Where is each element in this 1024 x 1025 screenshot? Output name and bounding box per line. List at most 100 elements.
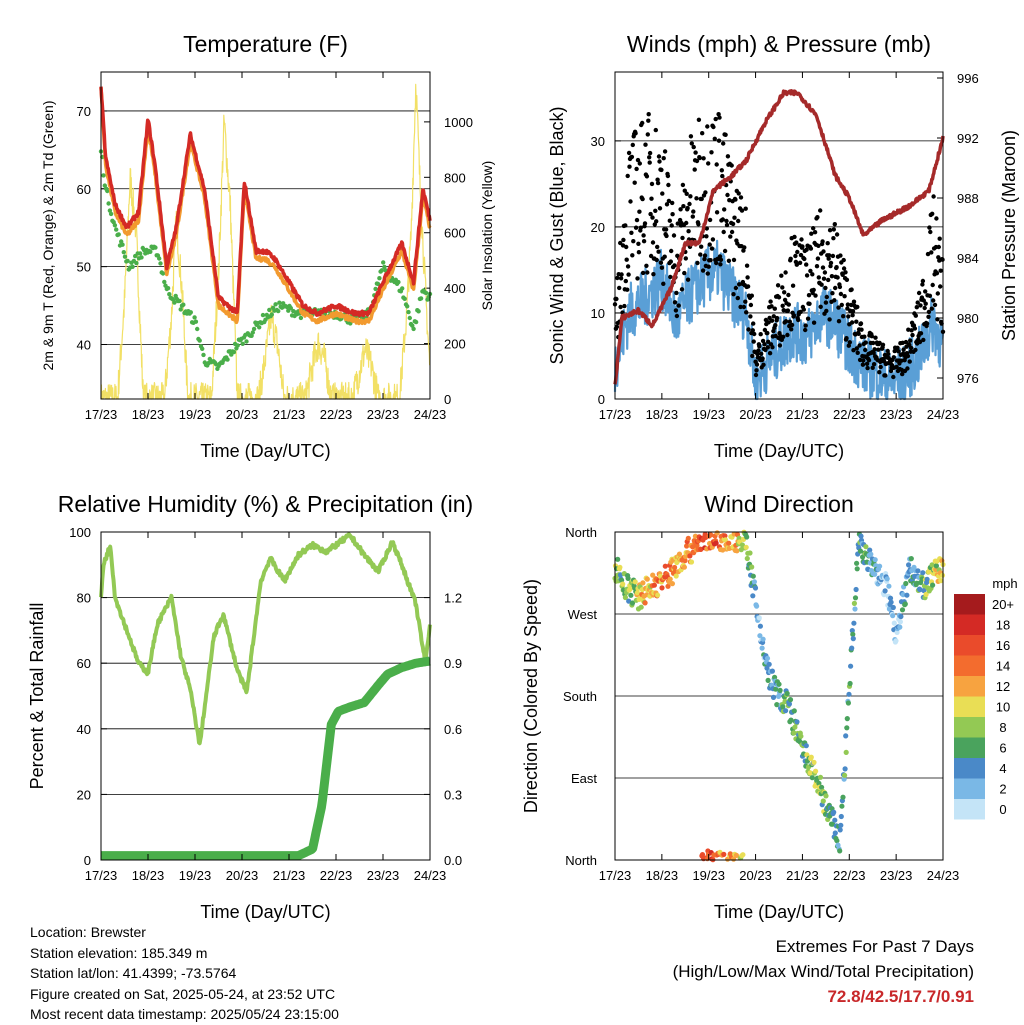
x-tick-label: 20/23 (739, 407, 772, 422)
gust-point (860, 362, 866, 367)
gust-point (705, 271, 710, 276)
direction-point (736, 535, 742, 541)
x-tick-label: 22/23 (320, 407, 353, 422)
gust-point (648, 253, 654, 259)
dewpoint-point (379, 268, 385, 273)
gust-point (886, 351, 891, 357)
gust-point (685, 277, 691, 282)
direction-point (858, 533, 864, 539)
legend-label: 18 (996, 618, 1010, 633)
gust-point (843, 270, 848, 275)
direction-point (620, 581, 626, 587)
gust-point (811, 226, 816, 231)
gust-point (800, 244, 805, 249)
gust-point (849, 320, 855, 325)
direction-point (627, 586, 633, 592)
gust-point (669, 248, 674, 254)
gust-point (650, 240, 656, 245)
direction-point (813, 768, 819, 774)
gust-point (615, 275, 620, 281)
direction-point (760, 636, 766, 642)
direction-point (854, 566, 860, 572)
gust-point (731, 257, 737, 263)
gust-point (634, 217, 640, 223)
dewpoint-point (382, 264, 387, 270)
gust-point (938, 268, 943, 273)
gust-point (819, 282, 824, 287)
precip-line (97, 656, 434, 861)
gust-point (755, 351, 760, 357)
direction-point (669, 581, 676, 587)
direction-point (684, 543, 690, 549)
gust-point (824, 308, 829, 314)
y2-tick-label: 600 (444, 226, 466, 241)
gust-point (774, 315, 780, 321)
direction-point (903, 580, 909, 587)
gust-point (700, 268, 706, 273)
direction-point (844, 725, 850, 731)
direction-point (754, 603, 760, 609)
gust-point (695, 260, 700, 266)
gust-point (745, 275, 750, 280)
direction-point (764, 655, 771, 661)
gust-point (694, 196, 699, 201)
direction-point (632, 579, 638, 585)
legend-label: 6 (999, 741, 1006, 756)
direction-point (890, 613, 896, 619)
gust-point (909, 328, 914, 333)
direction-point (854, 560, 860, 566)
dewpoint-point (249, 333, 254, 338)
gust-point (821, 276, 827, 281)
gust-point (730, 221, 736, 227)
y2-tick-label: 1.2 (444, 591, 462, 606)
gust-point (824, 294, 829, 300)
gust-point (830, 291, 835, 296)
gust-point (803, 327, 808, 333)
x-axis-label: Time (Day/UTC) (714, 441, 844, 461)
direction-point (842, 766, 848, 772)
wind-line (613, 239, 945, 401)
gust-point (724, 222, 730, 228)
gust-point (646, 112, 651, 117)
x-tick-label: 22/23 (833, 407, 866, 422)
y2-tick-label: 0.0 (444, 853, 462, 868)
gust-point (630, 253, 635, 258)
gust-point (614, 324, 620, 329)
pressure-line (613, 89, 945, 385)
gust-point (910, 332, 915, 338)
gust-point (936, 255, 941, 260)
gust-point (913, 313, 918, 318)
dewpoint-point (125, 258, 130, 264)
y-tick-label: 30 (591, 134, 605, 149)
dewpoint-point (108, 211, 114, 217)
panel-title: Winds (mph) & Pressure (mb) (627, 31, 931, 57)
x-tick-label: 17/23 (85, 407, 118, 422)
y-tick-label: 80 (77, 591, 91, 606)
gust-point (780, 303, 785, 308)
gust-point (798, 309, 803, 315)
x-tick-label: 22/23 (320, 868, 353, 883)
gust-point (827, 317, 832, 322)
rh-line (99, 532, 432, 746)
gust-point (708, 258, 713, 263)
direction-point (850, 636, 856, 642)
gust-point (651, 272, 656, 277)
gust-point (662, 149, 668, 154)
gust-point (696, 117, 702, 123)
gust-point (792, 234, 797, 240)
gust-point (675, 221, 680, 226)
gust-point (642, 221, 648, 226)
direction-point (757, 623, 764, 629)
gust-point (694, 158, 700, 164)
gust-point (781, 334, 786, 339)
gust-point (773, 323, 778, 328)
y2-axis-label: Solar Insolation (Yellow) (479, 161, 495, 311)
direction-point (619, 577, 625, 583)
gust-point (630, 142, 635, 148)
dewpoint-point (167, 292, 172, 297)
gust-point (926, 314, 931, 319)
gust-point (834, 232, 840, 237)
gust-point (815, 215, 820, 220)
gust-point (729, 163, 734, 168)
gust-point (925, 251, 931, 257)
